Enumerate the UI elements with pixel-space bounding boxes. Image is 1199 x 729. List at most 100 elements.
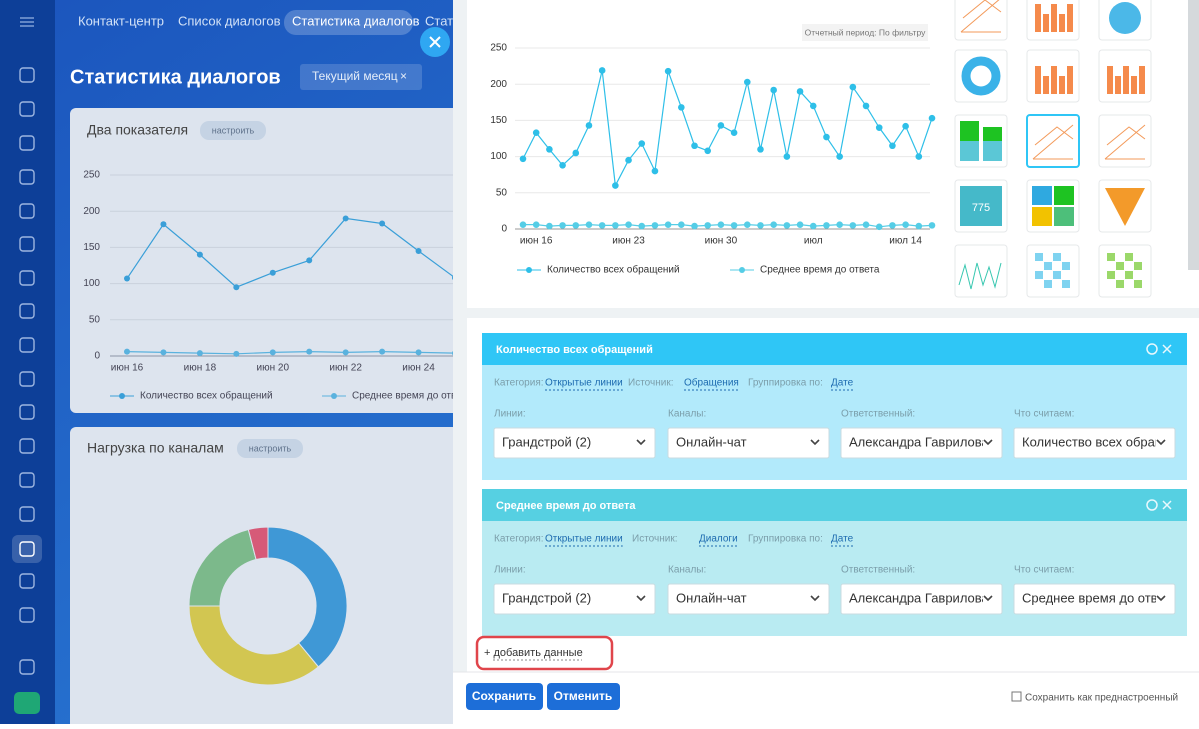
- data-point: [717, 221, 725, 228]
- data-point: [612, 222, 619, 229]
- add-data-link[interactable]: + добавить данные: [484, 647, 583, 659]
- thumb-bar: [960, 121, 979, 141]
- thumb-line: [958, 262, 1002, 290]
- select-chevron: [1156, 439, 1166, 446]
- select[interactable]: [493, 583, 656, 615]
- nav-icon[interactable]: [19, 236, 35, 252]
- meta-value[interactable]: Открытые линии: [545, 378, 623, 389]
- nav-icon[interactable]: [19, 135, 35, 151]
- meta-label: Группировка по:: [748, 534, 823, 545]
- thumbnail[interactable]: [1098, 114, 1152, 168]
- thumbnail[interactable]: [954, 0, 1008, 41]
- nav-icon[interactable]: [19, 270, 35, 286]
- nav-icon[interactable]: [19, 169, 35, 185]
- thumb-text: 775: [972, 202, 990, 214]
- nav-icon[interactable]: [19, 506, 35, 522]
- data-point: [124, 275, 130, 282]
- widget-button-label: настроить: [249, 443, 292, 453]
- tab[interactable]: Контакт-центр: [78, 13, 164, 28]
- y-tick-label: 50: [496, 187, 508, 198]
- thumb-bar: [983, 127, 1002, 141]
- block-remove[interactable]: [1162, 344, 1172, 354]
- field-label: Что считаем:: [1014, 565, 1074, 576]
- thumb-bar: [1043, 76, 1049, 94]
- y-tick-label: 50: [89, 314, 101, 325]
- thumb-bar: [1059, 14, 1065, 32]
- select-clip: Среднее время до ответа: [1022, 590, 1178, 605]
- nav-icon[interactable]: [19, 337, 35, 353]
- legend-label: Количество всех обращений: [547, 264, 680, 276]
- meta-value[interactable]: Диалоги: [699, 534, 738, 545]
- cancel-button[interactable]: [547, 683, 620, 710]
- data-point: [160, 221, 167, 228]
- select-chevron: [810, 439, 820, 446]
- data-point: [823, 133, 830, 141]
- widget-button[interactable]: [237, 439, 303, 458]
- select-chevron: [1156, 595, 1166, 602]
- meta-value[interactable]: Открытые линии: [545, 534, 623, 545]
- block-remove[interactable]: [1162, 500, 1172, 510]
- filter-chip[interactable]: [300, 64, 422, 90]
- x-tick-label: июл 14: [889, 236, 922, 247]
- thumb-cell: [1044, 262, 1052, 270]
- select-value: Среднее время до ответа: [1022, 590, 1178, 605]
- thumbnail[interactable]: [1026, 114, 1080, 168]
- data-point: [704, 147, 712, 155]
- widget-card: [70, 427, 465, 729]
- x-tick-label: июн 30: [705, 236, 738, 247]
- y-tick-label: 100: [490, 151, 507, 162]
- field-label: Каналы:: [668, 565, 706, 576]
- active-tab[interactable]: [284, 10, 413, 35]
- data-point: [730, 222, 738, 229]
- nav-icon[interactable]: [19, 67, 35, 83]
- tab[interactable]: Список диалогов: [178, 13, 281, 28]
- nav-icon[interactable]: [19, 371, 35, 387]
- data-point: [572, 149, 580, 157]
- data-point: [598, 222, 606, 229]
- block-icon[interactable]: [1146, 343, 1158, 355]
- nav-icon[interactable]: [19, 573, 35, 589]
- block-icon[interactable]: [1146, 499, 1158, 511]
- tab[interactable]: Стати: [425, 13, 460, 28]
- select[interactable]: [840, 583, 1003, 615]
- meta-label: Категория:: [494, 534, 544, 545]
- data-point: [875, 223, 883, 231]
- nav-icon[interactable]: [19, 607, 35, 623]
- data-point: [559, 161, 566, 169]
- data-point: [532, 221, 540, 228]
- select[interactable]: [667, 427, 830, 459]
- tab[interactable]: Статистика диалогов: [292, 13, 420, 28]
- select[interactable]: [493, 427, 656, 459]
- data-point: [770, 221, 777, 228]
- thumb-bar: [1051, 4, 1057, 32]
- select[interactable]: [1013, 583, 1176, 615]
- x-tick-label: июн 20: [257, 363, 290, 374]
- period-label: Отчетный период: По фильтру: [805, 27, 926, 37]
- legend-dot: [119, 393, 125, 399]
- meta-value[interactable]: Обращения: [684, 377, 739, 389]
- meta-value[interactable]: Дате: [831, 378, 854, 389]
- nav-icon[interactable]: [19, 659, 35, 675]
- select[interactable]: [1013, 427, 1176, 459]
- data-point: [124, 348, 130, 355]
- nav-active[interactable]: [12, 535, 42, 563]
- nav-icon[interactable]: [19, 101, 35, 117]
- select[interactable]: [667, 583, 830, 615]
- save-button[interactable]: [466, 683, 543, 710]
- thumb-bar: [1067, 4, 1073, 32]
- checkbox[interactable]: [1011, 691, 1022, 702]
- nav-icon[interactable]: [19, 404, 35, 420]
- meta-value[interactable]: Дате: [831, 534, 854, 545]
- nav-icon[interactable]: [19, 203, 35, 219]
- nav-icon[interactable]: [19, 303, 35, 319]
- help-button[interactable]: [14, 692, 40, 714]
- select[interactable]: [840, 427, 1003, 459]
- widget-button[interactable]: [200, 121, 266, 140]
- cancel-button-label: Отменить: [554, 689, 613, 703]
- chip-close[interactable]: ×: [400, 69, 407, 83]
- select-chevron: [983, 439, 993, 446]
- nav-icon[interactable]: [19, 472, 35, 488]
- nav-icon[interactable]: [19, 438, 35, 454]
- select-clip: Александра Гаврилова: [849, 434, 983, 449]
